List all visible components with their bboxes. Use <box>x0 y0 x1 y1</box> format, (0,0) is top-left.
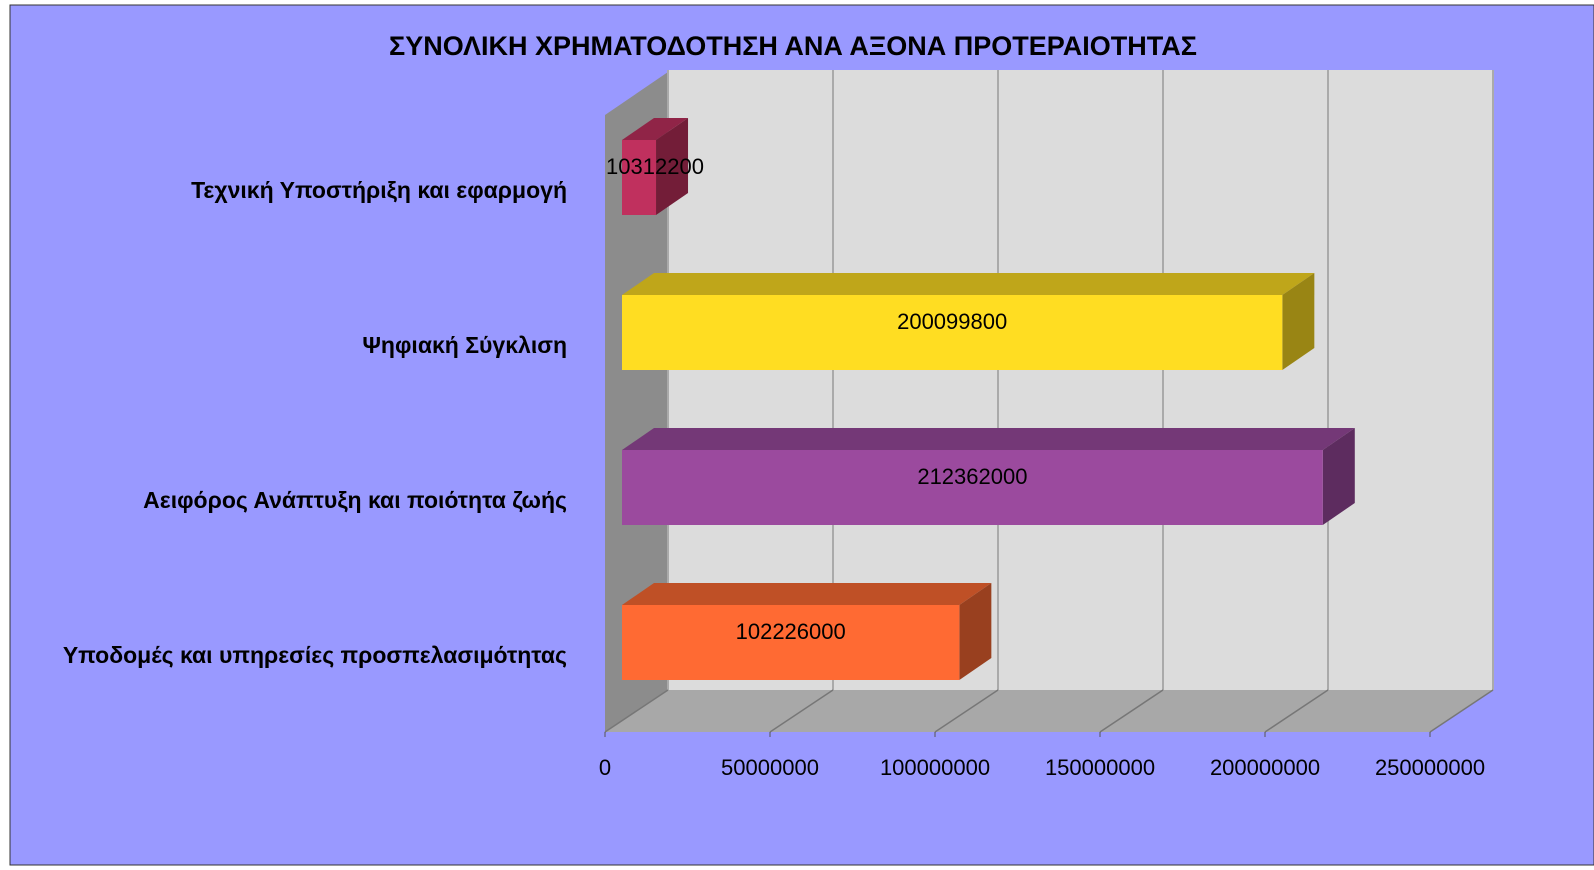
x-tick-label: 200000000 <box>1210 755 1320 780</box>
bar <box>622 583 992 680</box>
bar-end <box>959 583 992 680</box>
floor-grid-line <box>1429 689 1494 733</box>
value-label: 102226000 <box>736 619 846 644</box>
floor-grid-line <box>769 689 834 733</box>
bar <box>622 118 689 215</box>
x-tick-label: 250000000 <box>1375 755 1485 780</box>
y-tick-label: Ψηφιακή Σύγκλιση <box>362 332 567 358</box>
value-label: 212362000 <box>917 464 1027 489</box>
bar-end <box>1322 428 1355 525</box>
chart-title: ΣΥΝΟΛΙΚΗ ΧΡΗΜΑΤΟΔΟΤΗΣΗ ΑΝΑ ΑΞΟΝΑ ΠΡΟΤΕΡΑ… <box>389 31 1197 61</box>
y-tick-label: Υποδομές και υπηρεσίες προσπελασιμότητας <box>63 642 567 668</box>
bar-top <box>622 273 1315 295</box>
bar <box>622 273 1315 370</box>
value-label: 10312200 <box>606 154 704 179</box>
bar-top <box>622 118 689 140</box>
floor <box>605 690 1493 732</box>
x-tick-label: 100000000 <box>880 755 990 780</box>
bar <box>622 428 1355 525</box>
bar-end <box>656 118 689 215</box>
back-wall <box>668 70 1493 690</box>
x-tick-label: 50000000 <box>721 755 819 780</box>
bar-top <box>622 583 992 605</box>
value-label: 200099800 <box>897 309 1007 334</box>
x-tick-label: 0 <box>599 755 611 780</box>
floor-grid-line <box>934 689 999 733</box>
side-wall <box>605 72 668 732</box>
bar-front <box>622 605 960 680</box>
floor-grid-line <box>1264 689 1329 733</box>
bar-front <box>622 450 1323 525</box>
y-tick-label: Αειφόρος Ανάπτυξη και ποιότητα ζωής <box>143 487 567 513</box>
bar-top <box>622 428 1355 450</box>
x-tick-label: 150000000 <box>1045 755 1155 780</box>
bar-front <box>622 295 1283 370</box>
floor-grid-line <box>1099 689 1164 733</box>
y-tick-label: Τεχνική Υποστήριξη και εφαρμογή <box>191 177 567 203</box>
floor-grid-line <box>604 689 669 733</box>
bar-end <box>1282 273 1315 370</box>
bar-front <box>622 140 657 215</box>
